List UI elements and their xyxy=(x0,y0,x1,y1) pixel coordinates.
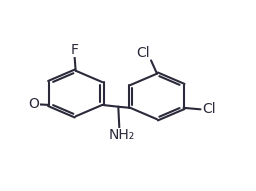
Text: NH₂: NH₂ xyxy=(108,128,134,142)
Text: F: F xyxy=(71,43,79,57)
Text: Cl: Cl xyxy=(202,102,216,116)
Text: O: O xyxy=(29,97,40,111)
Text: Cl: Cl xyxy=(136,46,150,60)
